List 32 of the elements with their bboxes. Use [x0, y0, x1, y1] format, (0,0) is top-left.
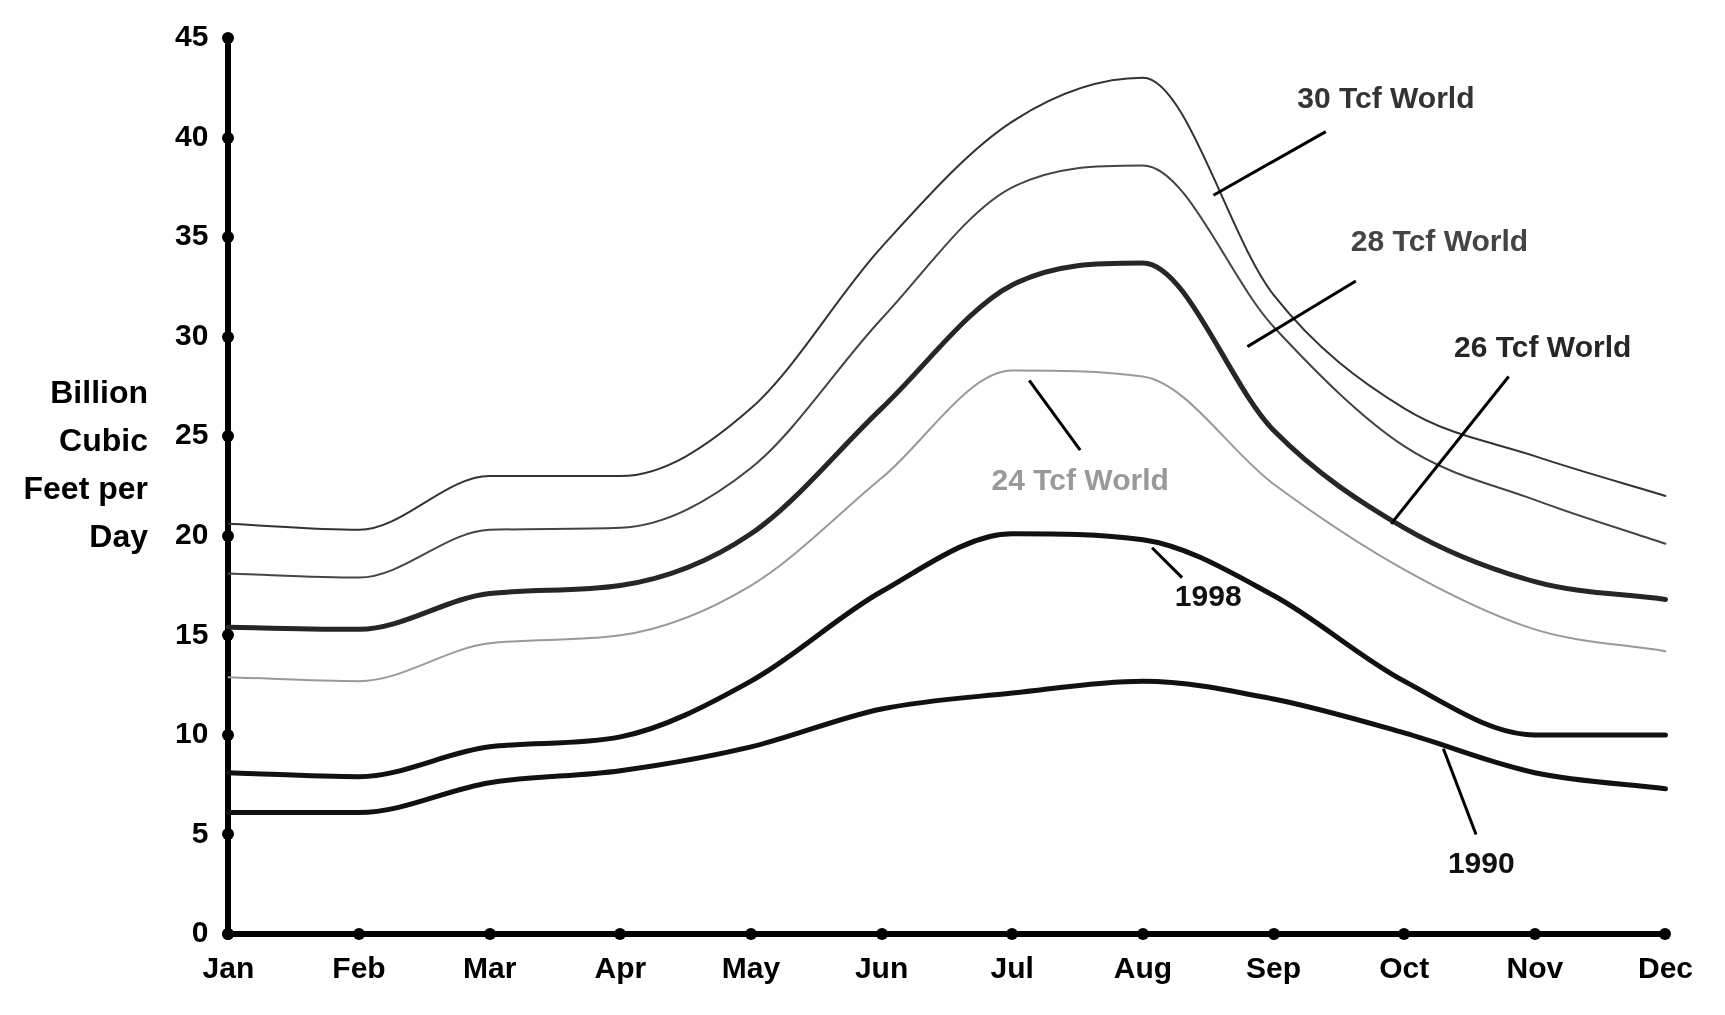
text: 30 Tcf World	[1297, 80, 1475, 114]
y-tick-label: 25	[174, 417, 209, 451]
y-tick-label: 5	[191, 815, 209, 849]
text: 26 Tcf World	[1454, 329, 1632, 363]
y-tick-label: 0	[191, 915, 209, 949]
line-series	[227, 164, 1667, 579]
y-tick-label: 10	[174, 716, 209, 750]
x-tick-label: Dec	[1637, 951, 1694, 985]
x-tick-label: Jun	[854, 951, 909, 985]
x-tick-label: Apr	[594, 951, 647, 985]
x-tick-label: Oct	[1379, 951, 1430, 985]
x-tick-label: Mar	[462, 951, 517, 985]
x-tick-label: Sep	[1246, 951, 1302, 985]
x-tick-label: Feb	[332, 951, 386, 985]
text: 1990	[1447, 845, 1515, 879]
line-series	[227, 76, 1667, 531]
y-tick-label: 15	[174, 616, 209, 650]
x-tick-label: May	[721, 951, 781, 985]
y-axis-title: Billion Cubic Feet per Day	[22, 373, 148, 556]
y-tick-label: 45	[174, 19, 209, 53]
x-tick-label: Aug	[1113, 951, 1173, 985]
x-tick-label: Jan	[202, 951, 255, 985]
y-tick-label: 35	[174, 218, 209, 252]
x-tick-label: Nov	[1506, 951, 1564, 985]
y-tick-label: 30	[174, 317, 209, 351]
series-label: 24 Tcf World	[991, 463, 1169, 497]
series-label: 1998	[1174, 578, 1242, 612]
y-tick-label: 40	[174, 118, 209, 152]
line-series	[227, 369, 1667, 683]
x-tick-label: Jul	[990, 951, 1034, 985]
text: 28 Tcf World	[1350, 224, 1529, 258]
y-tick-label: 20	[174, 517, 209, 551]
